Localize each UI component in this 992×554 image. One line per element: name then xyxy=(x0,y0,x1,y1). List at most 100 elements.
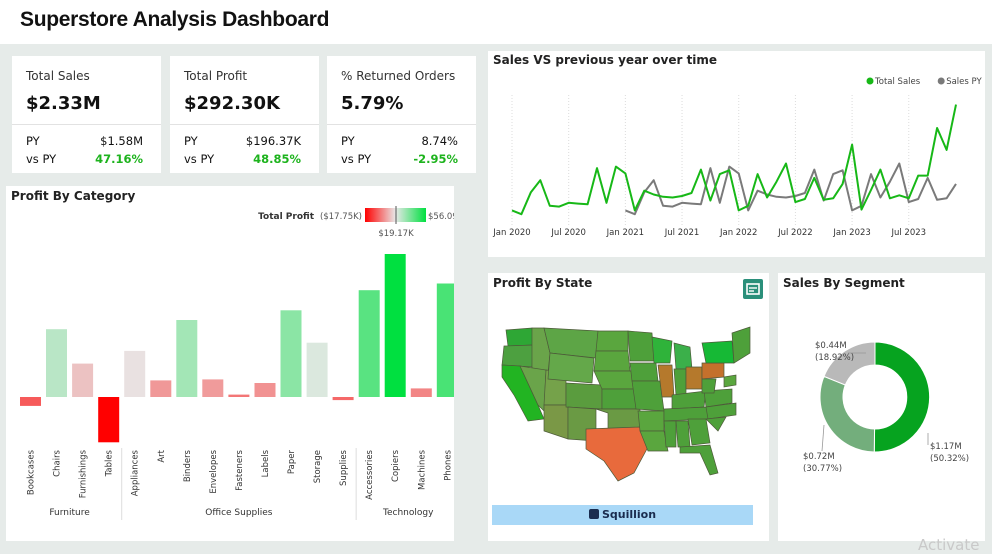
bar xyxy=(332,397,354,401)
state-arkansas xyxy=(637,410,665,432)
kpi-divider xyxy=(12,124,161,125)
category-label: Storage xyxy=(313,450,323,483)
category-bar-chart: Total Profit ($17.75K) $56.09K $19.17K Bookc… xyxy=(20,206,454,520)
x-tick-label: Jul 2023 xyxy=(890,228,926,238)
category-group-label: Technology xyxy=(382,508,434,518)
state-new-england xyxy=(731,326,751,364)
category-group-label: Office Supplies xyxy=(205,508,273,518)
kpi-py-value: $1.58M xyxy=(100,134,143,148)
category-label: Chairs xyxy=(53,449,63,476)
kpi-py-row: PY 8.74% xyxy=(341,134,458,148)
activation-watermark: Activate xyxy=(918,536,980,554)
x-tick-label: Jul 2022 xyxy=(777,228,813,238)
donut-slice xyxy=(873,341,931,453)
visual-title: Profit By State xyxy=(493,276,593,290)
kpi-card-total-profit[interactable]: Total Profit $292.30K PY $196.37K vs PY 48… xyxy=(170,56,319,173)
profit-by-category-visual[interactable]: Profit By Category Total Profit ($17.75K)… xyxy=(6,186,454,541)
legend-min: ($17.75K) xyxy=(320,212,362,222)
category-label: Appliances xyxy=(131,449,141,496)
bar xyxy=(228,394,250,397)
category-label: Tables xyxy=(105,449,115,477)
kpi-card-returned-orders[interactable]: % Returned Orders 5.79% PY 8.74% vs PY -2.… xyxy=(327,56,476,173)
state-virginia xyxy=(703,388,733,408)
category-label: Bookcases xyxy=(27,449,37,495)
state-iowa xyxy=(629,362,659,382)
kpi-py-label: PY xyxy=(341,134,355,148)
bar xyxy=(150,380,172,397)
state-west-virginia xyxy=(701,378,717,394)
state-missouri xyxy=(631,380,665,412)
state-wisconsin xyxy=(651,336,673,364)
series-line xyxy=(625,162,957,216)
state-oklahoma xyxy=(595,408,641,430)
state-georgia xyxy=(687,418,711,446)
page-title: Superstore Analysis Dashboard xyxy=(20,8,330,31)
kpi-vs-row: vs PY -2.95% xyxy=(341,152,458,166)
x-tick-label: Jan 2022 xyxy=(719,228,757,238)
x-tick-label: Jan 2023 xyxy=(832,228,870,238)
state-mississippi xyxy=(663,420,677,448)
sales-by-segment-visual[interactable]: Sales By Segment $1.17M (50.32%) $0.72M (30… xyxy=(778,273,985,541)
category-label: Machines xyxy=(417,449,427,490)
bar xyxy=(384,254,406,397)
bar xyxy=(436,283,454,397)
state-north-dakota xyxy=(595,330,629,352)
kpi-py-label: PY xyxy=(184,134,198,148)
kpi-py-value: 8.74% xyxy=(421,134,458,148)
sales-line-chart: Jan 2020 Jul 2020 Jan 2021 Jul 2021 Jan 2022… xyxy=(492,77,982,238)
donut-value-label: $0.72M xyxy=(803,452,835,462)
x-tick-label: Jul 2021 xyxy=(664,228,700,238)
kpi-label: Total Profit xyxy=(184,69,248,83)
bar xyxy=(20,397,41,406)
category-label: Paper xyxy=(287,450,297,475)
visual-title: Profit By Category xyxy=(11,189,136,203)
legend-title: Total Profit xyxy=(258,212,315,222)
sales-trend-visual[interactable]: Sales VS previous year over time Jan 202… xyxy=(488,51,985,257)
kpi-divider xyxy=(327,124,476,125)
state-kansas xyxy=(601,388,637,410)
state-oregon xyxy=(501,344,535,368)
donut-percent-label: (50.32%) xyxy=(930,454,969,464)
state-south-carolina xyxy=(705,416,727,432)
category-label: Accessories xyxy=(365,449,375,499)
state-ohio xyxy=(685,366,703,390)
legend-label: Total Sales xyxy=(874,77,921,87)
state-south-dakota xyxy=(593,350,631,372)
banner-text: Squillion xyxy=(601,508,657,521)
state-colorado xyxy=(565,382,603,410)
kpi-vs-value: 47.16% xyxy=(95,152,143,166)
segment-donut-chart: $1.17M (50.32%) $0.72M (30.77%) $0.44M (18.92… xyxy=(803,341,969,474)
state-texas xyxy=(585,426,649,482)
kpi-label: % Returned Orders xyxy=(341,69,456,83)
kpi-vs-label: vs PY xyxy=(26,152,57,166)
kpi-card-total-sales[interactable]: Total Sales $2.33M PY $1.58M vs PY 47.16% xyxy=(12,56,161,173)
map-icon-button[interactable] xyxy=(743,279,763,299)
bar xyxy=(124,350,146,397)
series-line xyxy=(511,104,957,216)
bar xyxy=(358,290,380,397)
state-louisiana xyxy=(639,430,669,452)
bar xyxy=(280,310,302,397)
state-alabama xyxy=(675,420,691,448)
kpi-divider xyxy=(170,124,319,125)
kpi-vs-label: vs PY xyxy=(341,152,372,166)
legend-mid: $19.17K xyxy=(378,229,414,239)
category-label: Phones xyxy=(443,449,453,480)
kpi-vs-label: vs PY xyxy=(184,152,215,166)
visual-title: Sales By Segment xyxy=(783,276,905,290)
squillion-logo-icon xyxy=(588,509,599,519)
visual-title: Sales VS previous year over time xyxy=(493,53,718,67)
kpi-value: $2.33M xyxy=(26,93,101,114)
kpi-vs-value: -2.95% xyxy=(413,152,458,166)
state-maryland xyxy=(723,374,737,388)
donut-leader-line xyxy=(821,424,825,452)
kpi-py-row: PY $196.37K xyxy=(184,134,301,148)
kpi-vs-row: vs PY 47.16% xyxy=(26,152,143,166)
bar xyxy=(202,379,224,397)
profit-by-state-visual[interactable]: Profit By State xyxy=(488,273,769,541)
donut-percent-label: (18.92%) xyxy=(815,353,854,363)
state-washington xyxy=(505,327,535,347)
state-pennsylvania xyxy=(701,362,725,380)
bar xyxy=(98,397,120,443)
kpi-value: 5.79% xyxy=(341,93,404,114)
